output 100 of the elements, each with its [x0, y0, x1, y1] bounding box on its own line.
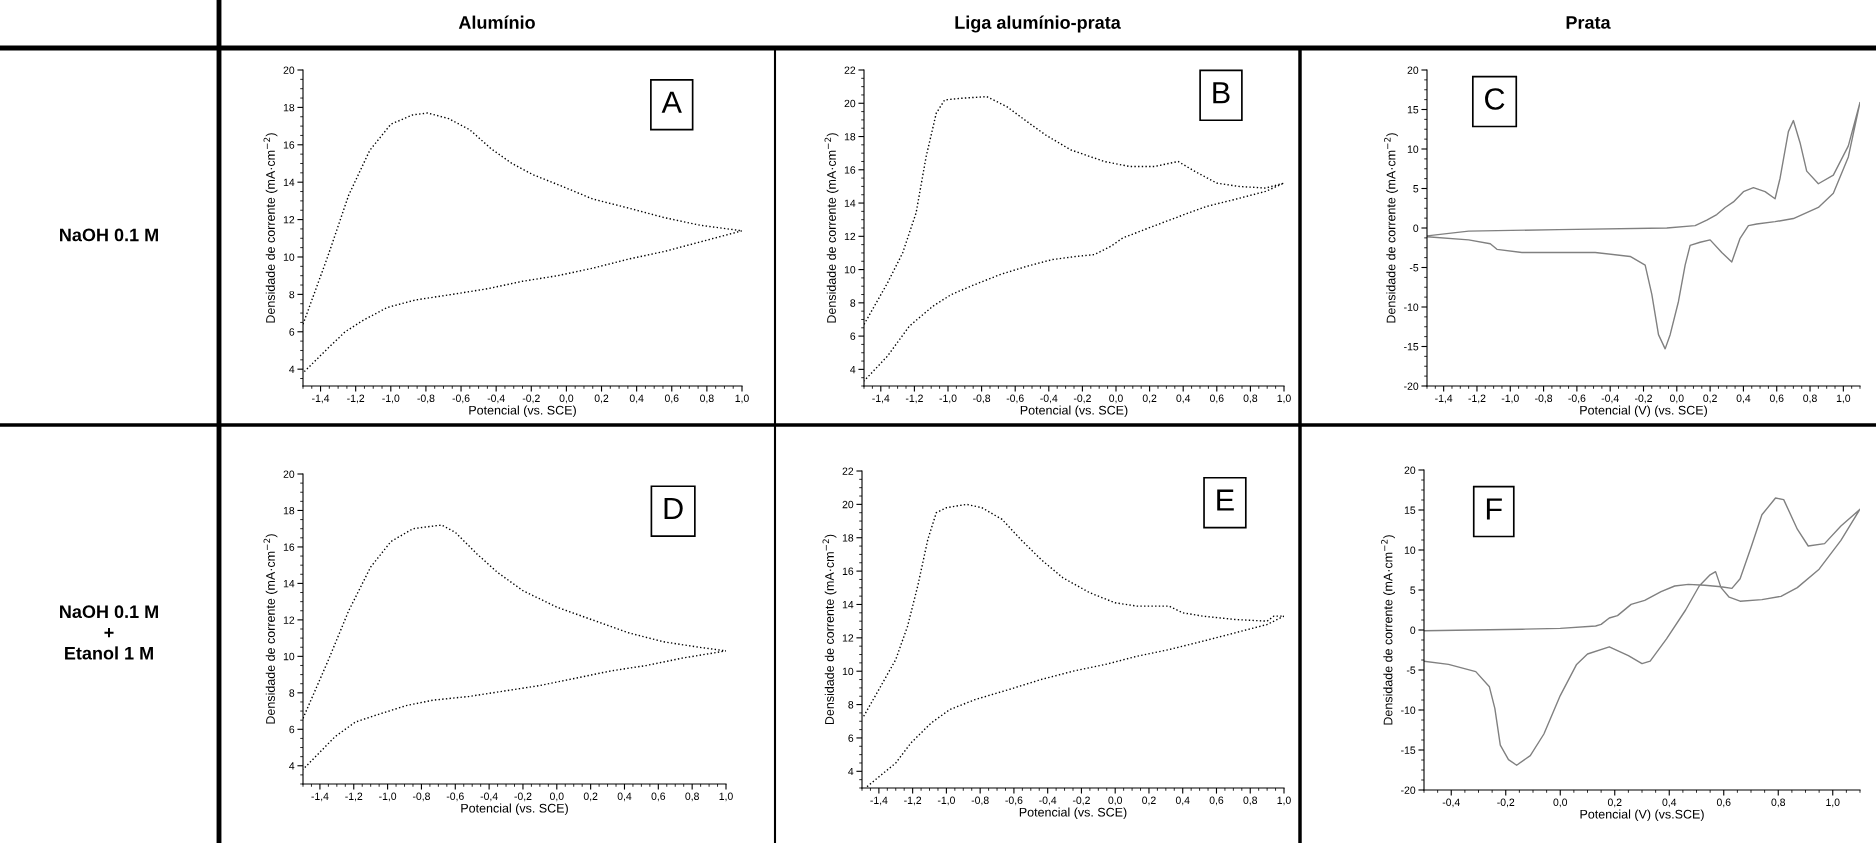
y-tick-label: 6: [848, 734, 854, 742]
y-tick-label: 12: [283, 216, 295, 224]
x-tick-label: -0,4: [1040, 394, 1058, 404]
x-axis-title: Potencial (vs. SCE): [461, 803, 568, 816]
y-axis-title: Densidade de corrente (mA·cm$^{−2}$): [1384, 133, 1398, 323]
x-tick-label: 0,6: [1209, 394, 1224, 404]
x-tick-label: -0,4: [1039, 796, 1057, 806]
y-tick-label: 6: [289, 328, 295, 336]
y-axis-title: Densidade de corrente (mA·cm$^{−2}$): [824, 133, 839, 323]
x-tick-label: -1,2: [347, 394, 365, 404]
x-tick-label: 0,4: [1736, 394, 1751, 404]
x-tick-label: -0,6: [1568, 394, 1586, 404]
y-tick-label: 10: [842, 667, 854, 676]
x-tick-label: -0,2: [522, 394, 540, 404]
x-tick-label: 0,4: [1176, 394, 1191, 404]
x-tick-label: 1,0: [735, 394, 749, 404]
x-axis-title: Potencial (vs. SCE): [1020, 405, 1128, 418]
y-tick-label: 16: [283, 141, 295, 149]
y-tick-label: 8: [848, 701, 854, 709]
x-tick-label: -0,6: [446, 792, 464, 802]
line-series: [1424, 497, 1860, 766]
x-tick-label: 0,2: [1607, 798, 1622, 808]
x-tick-label: -1,4: [312, 394, 330, 404]
x-tick-label: -0,2: [1634, 394, 1652, 404]
x-tick-label: -1,0: [937, 796, 955, 806]
annotation: F: [1486, 498, 1502, 520]
x-tick-label: 0,8: [1243, 796, 1258, 806]
x-tick-label: 0,6: [1209, 796, 1224, 806]
y-tick-label: 20: [1404, 466, 1416, 474]
x-tick-label: -1,2: [345, 792, 363, 802]
x-tick-label: -0,2: [1073, 394, 1091, 404]
x-tick-label: -1,2: [1468, 394, 1486, 404]
y-tick-label: 4: [850, 365, 856, 374]
y-tick-label: 4: [289, 365, 295, 373]
x-tick-label: 0,2: [1142, 394, 1157, 404]
x-tick-label: -0,6: [1006, 394, 1024, 404]
x-tick-label: 0,6: [651, 792, 666, 802]
x-tick-label: 0,0: [1669, 394, 1684, 404]
x-tick-label: 0,6: [1716, 798, 1731, 808]
y-tick-label: 4: [289, 762, 295, 770]
x-tick-label: 0,2: [594, 394, 609, 404]
y-tick-label: 18: [283, 103, 295, 112]
x-tick-label: 0,8: [1771, 798, 1786, 808]
y-tick-label: -5: [1406, 666, 1416, 674]
y-tick-label: 8: [850, 299, 856, 307]
y-axis-title: Densidade de corrente (mA·cm$^{−2}$): [263, 133, 278, 323]
y-tick-label: 14: [283, 580, 295, 588]
x-tick-label: -0,8: [417, 394, 435, 404]
x-tick-label: -1,4: [872, 394, 890, 404]
y-tick-label: 20: [283, 470, 295, 478]
y-tick-label: 4: [848, 767, 854, 776]
x-tick-label: -0,2: [1072, 796, 1090, 806]
x-tick-label: -0,4: [480, 792, 498, 802]
x-axis-title: Potencial (vs. SCE): [469, 405, 576, 418]
x-tick-label: 0,6: [1769, 394, 1784, 404]
annotation: E: [1217, 489, 1234, 511]
x-tick-label: -0,8: [412, 792, 430, 802]
y-tick-label: 6: [289, 725, 295, 734]
x-tick-label: 0,2: [1703, 394, 1717, 404]
y-tick-label: 0: [1410, 626, 1416, 634]
text: NaOH 0.1 M: [60, 228, 158, 242]
x-tick-label: 0,2: [1142, 796, 1156, 806]
x-tick-label: 0,2: [583, 792, 598, 802]
chart-title: Prata: [1566, 16, 1611, 29]
x-tick-label: -0,8: [973, 394, 991, 404]
x-tick-label: -0,2: [1497, 798, 1515, 808]
y-tick-label: 8: [289, 689, 295, 697]
y-tick-label: 18: [283, 506, 295, 515]
y-tick-label: 20: [842, 500, 854, 509]
y-tick-label: 12: [842, 634, 854, 642]
y-tick-label: -15: [1404, 343, 1419, 351]
y-tick-label: 14: [842, 601, 854, 609]
x-tick-label: -1,0: [382, 394, 400, 404]
y-axis-title: Densidade de corrente (mA·cm$^{−2}$): [822, 534, 837, 725]
annotation: B: [1213, 82, 1230, 104]
x-tick-label: -1,0: [1501, 394, 1519, 404]
y-tick-label: 18: [842, 534, 854, 542]
x-tick-label: -1,0: [939, 394, 957, 404]
x-tick-label: -0,4: [1601, 394, 1619, 404]
y-tick-label: 10: [1404, 546, 1416, 554]
x-tick-label: -1,2: [905, 394, 923, 404]
x-tick-label: 0,0: [1553, 798, 1568, 808]
x-tick-label: 0,6: [664, 394, 679, 404]
y-tick-label: 10: [283, 652, 295, 661]
x-tick-label: -0,6: [1005, 796, 1023, 806]
x-tick-label: -1,4: [870, 796, 888, 806]
annotation: D: [664, 498, 683, 520]
y-tick-label: 15: [1404, 506, 1416, 514]
x-tick-label: -0,4: [1442, 798, 1460, 808]
x-tick-label: 1,0: [1277, 796, 1291, 806]
y-tick-label: 20: [844, 99, 856, 108]
y-tick-label: 10: [283, 253, 295, 261]
x-tick-label: 0,0: [1109, 394, 1123, 404]
y-tick-label: -10: [1401, 706, 1416, 714]
x-tick-label: 1,0: [1826, 798, 1840, 808]
annotation: A: [661, 91, 682, 113]
x-tick-label: -0,6: [452, 394, 470, 404]
y-tick-label: 5: [1413, 185, 1419, 193]
y-tick-label: 22: [844, 66, 856, 74]
y-tick-label: 14: [283, 178, 295, 186]
